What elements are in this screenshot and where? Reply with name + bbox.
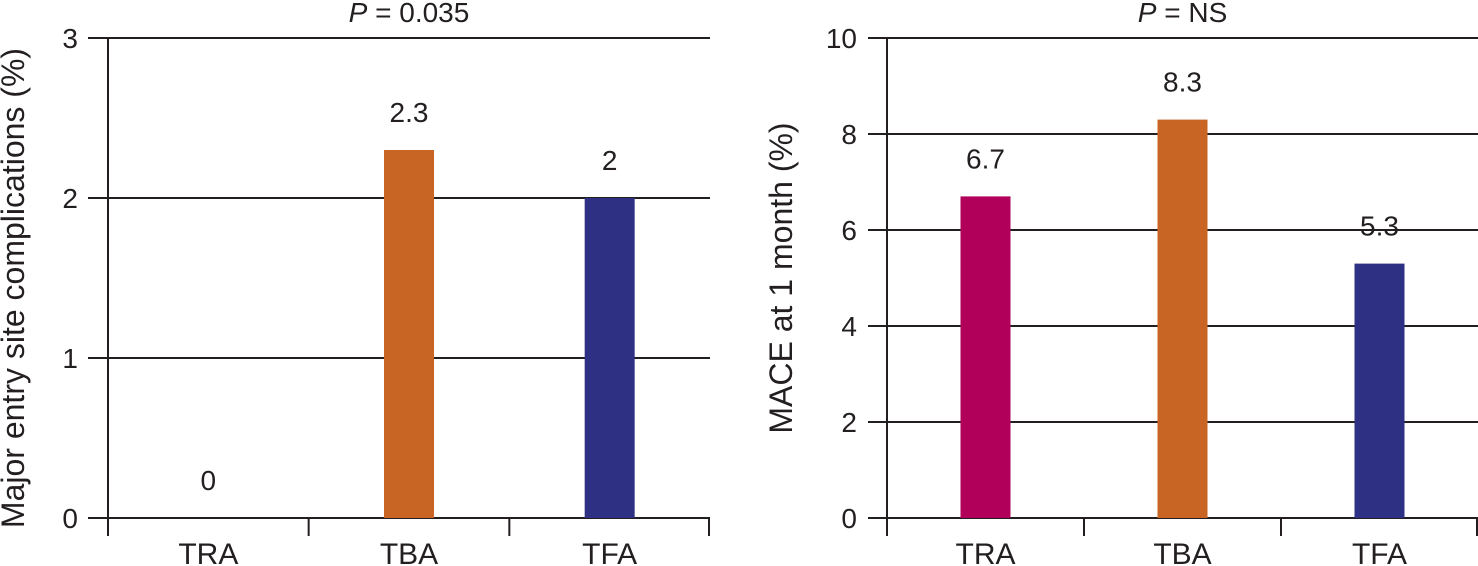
bar-tfa bbox=[584, 198, 635, 518]
data-label: 0 bbox=[201, 465, 217, 496]
x-tick-label: TBA bbox=[380, 538, 438, 566]
chart-panel-2: 0 2 4 6 8 10 6.7 TRA 8.3 TBA 5.3 TFA P = NS MACE at 1… bbox=[763, 0, 1478, 566]
y-tick-label: 2 bbox=[62, 183, 78, 214]
y-tick-label: 4 bbox=[841, 311, 857, 342]
bar-tba bbox=[384, 150, 434, 518]
bar-tfa bbox=[1354, 263, 1405, 518]
y-tick-label: 10 bbox=[826, 23, 857, 54]
data-label: 6.7 bbox=[966, 143, 1005, 174]
x-tick-label: TBA bbox=[1153, 538, 1211, 566]
data-label: 8.3 bbox=[1163, 67, 1202, 98]
y-axis-label: MACE at 1 month (%) bbox=[763, 122, 799, 433]
data-label: 2 bbox=[602, 145, 618, 176]
y-tick-label: 3 bbox=[62, 23, 78, 54]
x-tick-label: TFA bbox=[582, 538, 637, 566]
y-tick-label: 0 bbox=[62, 503, 78, 534]
data-label: 2.3 bbox=[390, 97, 429, 128]
bar-tra bbox=[960, 196, 1011, 518]
bar-tba bbox=[1157, 119, 1208, 518]
y-tick-label: 8 bbox=[841, 119, 857, 150]
y-tick-label: 2 bbox=[841, 407, 857, 438]
chart-title: P = NS bbox=[1138, 0, 1228, 28]
data-label: 5.3 bbox=[1360, 211, 1399, 242]
p-value: = 0.035 bbox=[367, 0, 469, 28]
p-value: = NS bbox=[1156, 0, 1227, 28]
p-symbol: P bbox=[349, 0, 368, 28]
chart-title: P = 0.035 bbox=[349, 0, 470, 28]
y-tick-label: 1 bbox=[62, 343, 78, 374]
x-tick-label: TRA bbox=[956, 538, 1016, 566]
x-tick-label: TRA bbox=[178, 538, 238, 566]
x-tick-label: TFA bbox=[1352, 538, 1407, 566]
y-tick-label: 6 bbox=[841, 215, 857, 246]
chart-panel-1: 0 1 2 3 0 TRA 2.3 TBA 2 TFA P = 0.035 Major entry s… bbox=[0, 0, 710, 566]
y-axis-label: Major entry site complications (%) bbox=[0, 48, 31, 528]
y-tick-label: 0 bbox=[841, 503, 857, 534]
p-symbol: P bbox=[1138, 0, 1157, 28]
